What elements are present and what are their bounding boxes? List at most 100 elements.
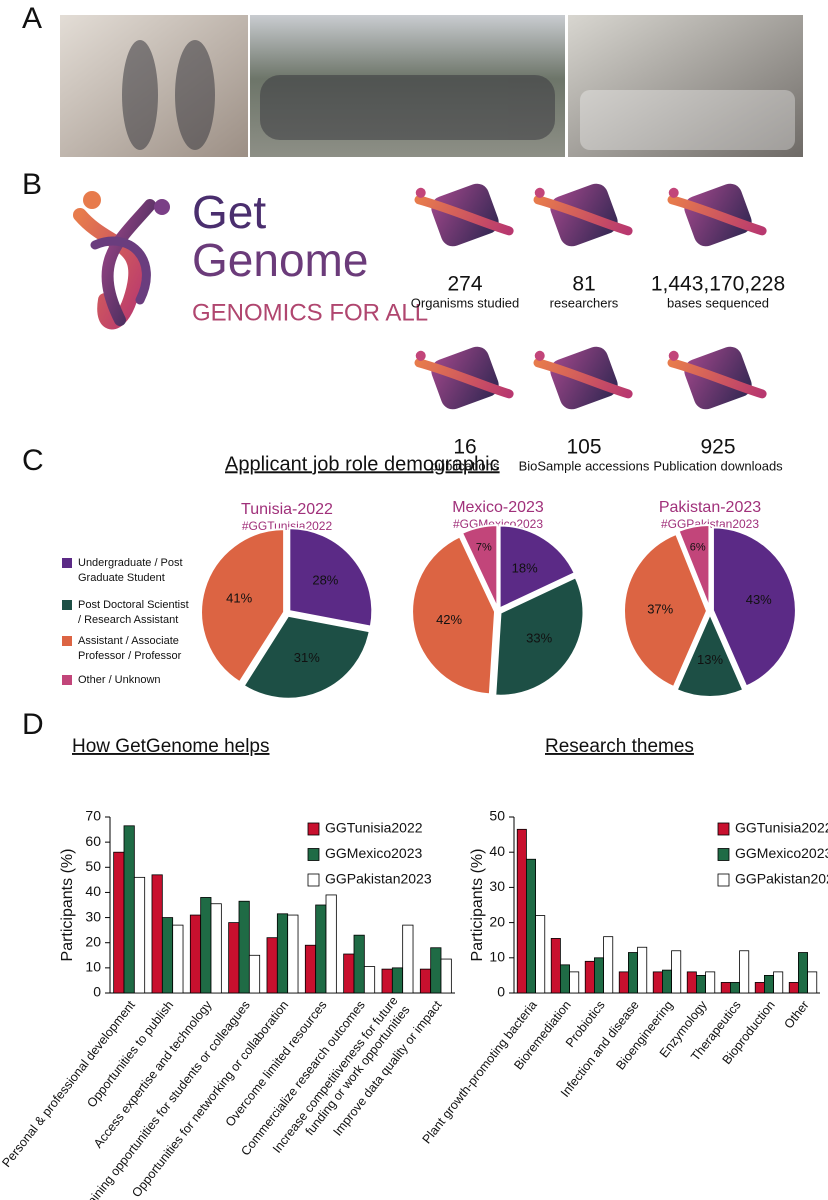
bar	[189, 914, 202, 994]
bar	[705, 971, 716, 994]
icon-dot	[534, 187, 545, 198]
legend-label: GGMexico2023	[735, 845, 828, 861]
stat-label: bases sequenced	[667, 295, 769, 310]
legend-label: GGTunisia2022	[325, 820, 423, 836]
pie-slice	[677, 524, 711, 609]
y-tick-label: 30	[489, 878, 505, 894]
bar	[807, 971, 818, 994]
pie-slice	[623, 532, 709, 689]
pie-slice	[675, 611, 745, 698]
bar	[773, 971, 784, 994]
bar	[686, 971, 697, 994]
y-tick-label: 40	[85, 883, 101, 899]
icon-ribbon	[667, 358, 767, 399]
bar	[276, 913, 289, 994]
legend-swatch	[717, 873, 730, 887]
x-tick-label: Personal & professional development	[0, 998, 138, 1170]
bar	[210, 903, 222, 994]
y-tick-label: 30	[85, 908, 101, 924]
y-axis-label: Participants (%)	[469, 849, 486, 962]
bar	[652, 971, 663, 994]
stat-label: Publication downloads	[653, 458, 783, 473]
photo-people	[122, 40, 795, 150]
bar	[419, 968, 432, 994]
bar	[584, 960, 595, 994]
bar	[287, 914, 299, 994]
pie-slice	[411, 535, 497, 696]
legend-line: Assistant / Associate	[78, 635, 179, 647]
y-tick-label: 10	[85, 959, 101, 975]
legend-label: Assistant / Associate Professor / Profess…	[78, 635, 182, 662]
x-tick-line: Other	[782, 998, 812, 1031]
bar	[266, 937, 278, 994]
logo-icon	[73, 191, 170, 330]
panel-label: A	[22, 2, 42, 35]
legend-line: Other / Unknown	[78, 674, 161, 686]
bar	[430, 947, 442, 994]
legend-label: Post Doctoral Scientist / Research Assist…	[78, 599, 189, 626]
bar	[603, 936, 614, 994]
stat-count: 925	[700, 436, 735, 459]
bar	[696, 975, 706, 994]
icon-ribbon	[667, 195, 767, 236]
legend-line: / Research Assistant	[78, 614, 178, 626]
stat-label: BioSample accessions	[519, 458, 650, 473]
bar	[526, 858, 536, 994]
chart-title: How GetGenome helps	[72, 736, 270, 757]
y-tick-label: 10	[489, 949, 505, 965]
bar	[315, 904, 327, 994]
panel-label: B	[22, 168, 42, 201]
pie-value-label: 33%	[526, 630, 552, 645]
legend-swatch	[717, 848, 730, 861]
stat-icon	[414, 346, 514, 410]
icon-dot	[668, 350, 679, 361]
y-tick-label: 50	[85, 858, 101, 874]
bar	[637, 946, 648, 994]
legend-swatch	[307, 822, 320, 836]
legend-label: GGMexico2023	[325, 845, 422, 861]
y-tick-label: 0	[497, 984, 505, 1000]
bar	[238, 900, 250, 994]
legend-swatch	[717, 822, 730, 836]
legend-swatch	[62, 636, 72, 646]
bar	[730, 982, 740, 994]
icon-dot	[415, 350, 426, 361]
stat-count: 16	[453, 436, 476, 459]
bar	[754, 982, 765, 994]
y-tick-label: 20	[85, 933, 101, 949]
logo-text: Get	[192, 186, 266, 238]
icon-dot	[415, 187, 426, 198]
bar	[200, 897, 212, 994]
bar	[535, 915, 546, 994]
bar	[325, 894, 337, 994]
x-tick-line: Personal & professional development	[0, 998, 138, 1170]
legend-swatch	[62, 675, 72, 685]
legend-label: GGPakistan2023	[325, 871, 432, 887]
bar	[569, 971, 580, 994]
pie-value-label: 42%	[436, 612, 462, 627]
legend-label: GGTunisia2022	[735, 820, 828, 836]
icon-ribbon	[414, 358, 514, 399]
photo	[568, 15, 803, 157]
pie-value-label: 13%	[697, 652, 723, 667]
icon-dot	[534, 350, 545, 361]
legend-swatch	[62, 558, 72, 568]
bar	[739, 950, 750, 994]
pie-slice	[494, 576, 585, 697]
y-tick-label: 40	[489, 843, 505, 859]
bar	[618, 971, 629, 994]
icon-ribbon	[533, 195, 633, 236]
bar	[363, 966, 376, 994]
panel-title: Applicant job role demographic	[225, 453, 500, 475]
bar	[353, 934, 365, 994]
pie-slice	[460, 524, 499, 609]
pie-title: Pakistan-2023	[659, 499, 761, 516]
y-tick-label: 70	[85, 808, 101, 824]
stat-icon	[414, 183, 514, 247]
pie-value-label: 28%	[312, 573, 338, 588]
bar	[343, 953, 355, 994]
y-axis-label: Participants (%)	[59, 849, 76, 962]
pie-subtitle: #GGTunisia2022	[242, 519, 333, 533]
bar	[594, 957, 604, 994]
